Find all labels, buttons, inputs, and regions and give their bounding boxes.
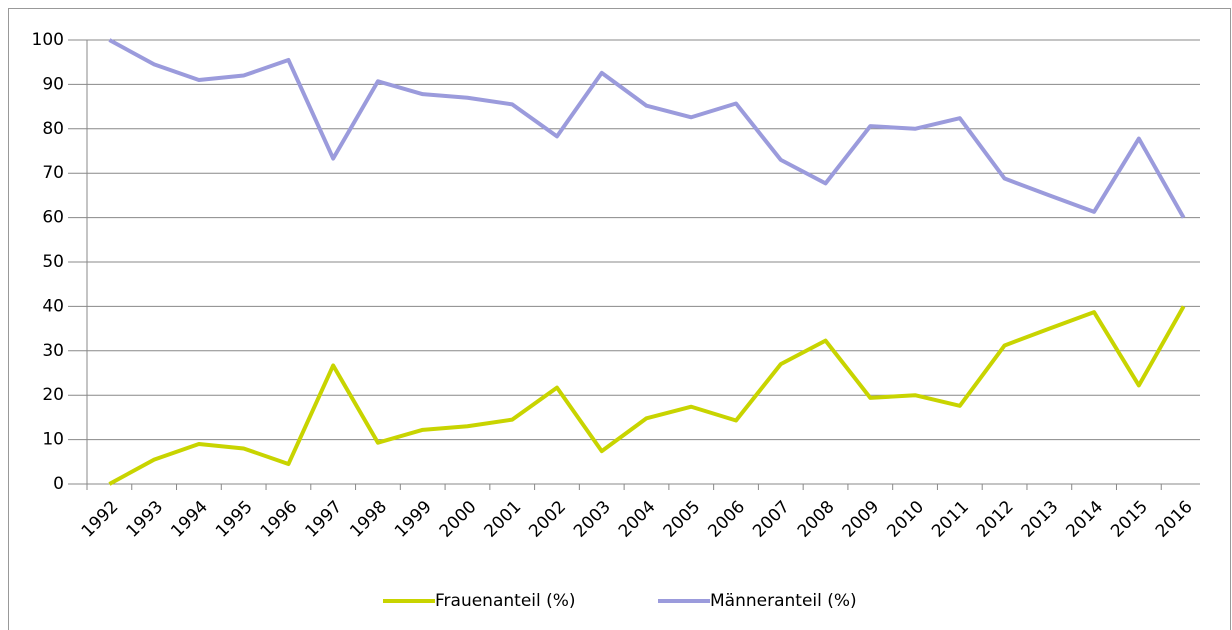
y-tick-label: 70 — [42, 163, 64, 183]
y-tick-label: 90 — [42, 74, 64, 94]
x-tick-label: 2003 — [570, 497, 615, 542]
x-tick-label: 1999 — [391, 497, 436, 542]
x-tick-label: 2002 — [525, 497, 570, 542]
x-tick-label: 2012 — [973, 497, 1018, 542]
x-tick-label: 2015 — [1107, 497, 1152, 542]
x-tick-label: 1997 — [302, 497, 347, 542]
legend-label: Männeranteil (%) — [710, 591, 857, 611]
x-tick-label: 1993 — [122, 497, 167, 542]
y-tick-label: 40 — [42, 296, 64, 316]
y-tick-label: 50 — [42, 252, 64, 272]
y-tick-label: 10 — [42, 430, 64, 450]
x-tick-label: 1996 — [257, 497, 302, 542]
legend-label: Frauenanteil (%) — [435, 591, 576, 611]
x-tick-label: 1994 — [167, 497, 212, 542]
frame — [8, 8, 1231, 630]
series-line — [108, 305, 1186, 486]
y-tick-label: 20 — [42, 385, 64, 405]
x-tick-label: 2013 — [1018, 497, 1063, 542]
y-tick-label: 100 — [32, 30, 64, 50]
x-tick-label: 2008 — [794, 497, 839, 542]
x-tick-label: 2007 — [749, 497, 794, 542]
x-tick-label: 2005 — [660, 497, 705, 542]
x-tick-label: 2014 — [1062, 497, 1107, 542]
y-tick-label: 60 — [42, 208, 64, 228]
x-tick-label: 2011 — [928, 497, 973, 542]
x-tick-label: 1998 — [346, 497, 391, 542]
x-tick-label: 1992 — [78, 497, 123, 542]
y-tick-label: 80 — [42, 119, 64, 139]
x-tick-label: 2010 — [883, 497, 928, 542]
y-tick-label: 0 — [53, 474, 64, 494]
series-line — [108, 38, 1186, 219]
x-tick-label: 2000 — [436, 497, 481, 542]
x-tick-label: 2001 — [481, 497, 526, 542]
x-tick-label: 2006 — [704, 497, 749, 542]
x-tick-label: 2009 — [839, 497, 884, 542]
x-tick-label: 1995 — [212, 497, 257, 542]
y-tick-label: 30 — [42, 341, 64, 361]
x-tick-label: 2016 — [1152, 497, 1197, 542]
x-tick-label: 2004 — [615, 497, 660, 542]
